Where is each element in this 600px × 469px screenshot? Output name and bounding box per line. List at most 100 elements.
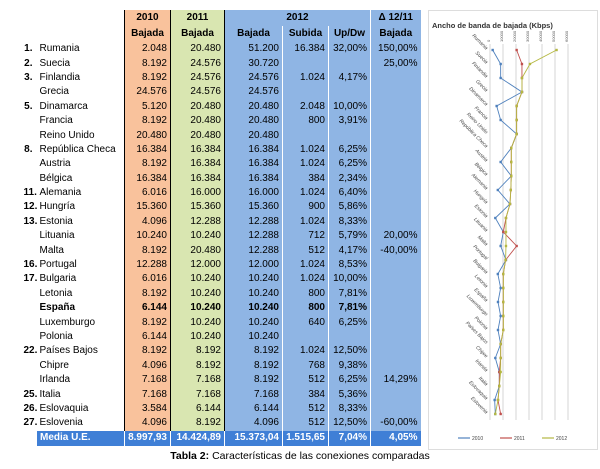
table-row: 16. Portugal 12.288 12.000 12.000 1.024 8,53% bbox=[21, 257, 421, 273]
x-tick-label: 0 bbox=[486, 39, 491, 42]
table-cell: 8.192 bbox=[124, 56, 171, 71]
table-cell: 1. bbox=[24, 43, 33, 55]
point-marker bbox=[496, 300, 500, 304]
header-cell: 2012 bbox=[224, 10, 371, 26]
table-cell: 16.384 bbox=[124, 171, 171, 186]
table-row: 8. República Checa 16.384 16.384 16.384 1.024… bbox=[21, 142, 421, 158]
table-cell bbox=[370, 85, 421, 100]
table-cell bbox=[370, 157, 421, 172]
table-row: 3. Finlandia 8.192 24.576 24.576 1.024 4,17% bbox=[21, 70, 421, 86]
table-cell bbox=[370, 358, 421, 373]
point-marker bbox=[495, 104, 498, 108]
table-cell: 1.024 bbox=[282, 257, 329, 273]
point-marker bbox=[502, 300, 505, 304]
table-cell: 5. bbox=[24, 100, 33, 112]
table-cell: 8.192 bbox=[124, 286, 171, 302]
table-cell: Letonia bbox=[39, 287, 73, 299]
table-cell: 20.480 bbox=[124, 128, 171, 143]
table-cell: 2,34% bbox=[328, 171, 371, 186]
table-cell bbox=[21, 229, 37, 243]
header-cell: Bajada bbox=[124, 26, 171, 42]
table-cell: 8.192 bbox=[170, 344, 225, 359]
table-cell bbox=[21, 301, 37, 315]
table-cell: 24.576 bbox=[170, 70, 225, 86]
chart-frame bbox=[428, 10, 598, 450]
table-cell: 22. bbox=[23, 345, 37, 357]
table-row: 2. Suecia 8.192 24.576 30.720 25,00% bbox=[21, 56, 421, 71]
point-marker bbox=[499, 76, 502, 80]
table-cell: 8.192 bbox=[124, 113, 171, 129]
table-cell: 14,29% bbox=[370, 372, 421, 388]
table-cell: 8.192 bbox=[224, 358, 283, 373]
table-cell: 6,25% bbox=[328, 142, 371, 158]
table-cell: 12.288 bbox=[124, 257, 171, 273]
table-cell: 7.168 bbox=[124, 387, 171, 402]
table-cell: 25. bbox=[23, 388, 37, 400]
table-cell: -60,00% bbox=[370, 416, 421, 431]
legend-label: 2010 bbox=[472, 436, 483, 442]
table-cell: 6.016 bbox=[124, 185, 171, 201]
header-cell: Bajada bbox=[370, 26, 421, 42]
table-cell: 3,91% bbox=[328, 113, 371, 129]
table-row: Grecia 24.576 24.576 24.576 bbox=[21, 85, 421, 100]
caption-label: Tabla 2: bbox=[170, 450, 210, 462]
table-cell bbox=[370, 99, 421, 114]
table-cell bbox=[21, 315, 37, 329]
table-cell: 8,33% bbox=[328, 401, 371, 417]
point-marker bbox=[515, 48, 518, 52]
table-cell: 6.144 bbox=[124, 329, 171, 345]
table-row: Lituania 10.240 10.240 12.288 712 5,79% 20,00% bbox=[21, 229, 421, 244]
point-marker bbox=[508, 202, 512, 206]
header-cell: 2011 bbox=[170, 10, 225, 26]
point-marker bbox=[498, 384, 501, 388]
table-cell: 7.168 bbox=[224, 387, 283, 402]
table-cell: 25,00% bbox=[370, 56, 421, 71]
table-cell bbox=[21, 85, 37, 99]
table-cell: 900 bbox=[282, 200, 329, 215]
chart: Ancho de banda de bajada (Kbps) 0 10000 20… bbox=[428, 10, 598, 450]
table-cell bbox=[21, 157, 37, 171]
table-cell: 20.480 bbox=[224, 113, 283, 129]
table-cell bbox=[370, 113, 421, 129]
table-cell: 3.584 bbox=[124, 401, 171, 417]
point-marker bbox=[510, 160, 513, 164]
footer-cell: 14.424,89 bbox=[170, 430, 225, 446]
table-cell: República Checa bbox=[39, 143, 116, 155]
table-cell: 20,00% bbox=[370, 229, 421, 244]
table-cell: 8.192 bbox=[224, 372, 283, 388]
table-cell: 6.144 bbox=[124, 301, 171, 316]
table-cell bbox=[21, 128, 37, 142]
point-marker bbox=[499, 356, 502, 360]
header-cell: 2010 bbox=[124, 10, 171, 26]
table-row: Luxemburgo 8.192 10.240 10.240 640 6,25% bbox=[21, 315, 421, 330]
table-cell: 20.480 bbox=[170, 128, 225, 143]
table-row: 12. Hungría 15.360 15.360 15.360 900 5,86% bbox=[21, 200, 421, 215]
table-cell bbox=[21, 243, 37, 257]
table-cell: 30.720 bbox=[224, 56, 283, 71]
x-tick-label: 20000 bbox=[512, 30, 517, 42]
table-cell: Austria bbox=[39, 158, 71, 170]
table-cell: 13. bbox=[23, 215, 37, 227]
point-marker bbox=[520, 76, 524, 80]
table-cell: 16.384 bbox=[282, 42, 329, 57]
point-marker bbox=[515, 244, 518, 248]
footer-row: Media U.E. 8.997,93 14.424,89 15.373,04 1.51… bbox=[20, 430, 421, 446]
table-row: 26. Eslovaquia 3.584 6.144 6.144 512 8,33% bbox=[21, 401, 421, 417]
point-marker bbox=[494, 356, 497, 360]
table-cell: 712 bbox=[282, 229, 329, 244]
table-row: Austria 8.192 16.384 16.384 1.024 6,25% bbox=[21, 157, 421, 172]
table-cell bbox=[328, 128, 371, 143]
point-marker bbox=[509, 188, 512, 192]
chart-title: Ancho de banda de bajada (Kbps) bbox=[432, 21, 553, 30]
table-row: 1. Rumania 2.048 20.480 51.200 16.384 32,00% 15… bbox=[21, 42, 421, 57]
point-marker bbox=[496, 398, 500, 402]
header-cell: Δ 12/11 bbox=[370, 10, 421, 26]
table-cell: 1.024 bbox=[282, 185, 329, 201]
point-marker bbox=[499, 118, 502, 122]
table-row: 13. Estonia 4.096 12.288 12.288 1.024 8,33% bbox=[21, 214, 421, 230]
table-row: 17. Bulgaria 6.016 10.240 10.240 1.024 10,00% bbox=[21, 272, 421, 287]
table-cell: Francia bbox=[39, 115, 73, 127]
table-cell: 2.048 bbox=[124, 42, 171, 57]
table-cell: Finlandia bbox=[39, 71, 81, 83]
table-cell: -40,00% bbox=[370, 243, 421, 258]
